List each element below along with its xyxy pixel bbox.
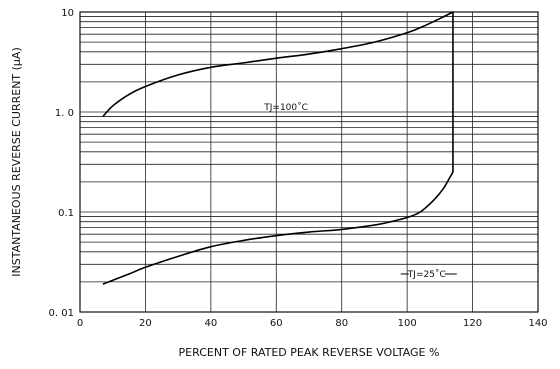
series-line [102, 171, 454, 285]
series-layer [102, 11, 454, 285]
x-tick-label: 60 [270, 318, 283, 329]
x-tick-label: 80 [335, 318, 348, 329]
x-tick-label: 40 [204, 318, 217, 329]
x-tick-label: 20 [139, 318, 152, 329]
y-tick-label: 0. 01 [49, 308, 74, 319]
grid [80, 12, 538, 312]
plot-frame [79, 11, 539, 313]
y-tick-label: 0.1 [58, 208, 74, 219]
series-line [102, 11, 454, 118]
y-tick-label: 10 [61, 8, 74, 19]
annotation-layer: TJ=100˚C TJ=25˚C [263, 102, 457, 280]
y-tick-labels: 0. 01 0.1 1. 0 10 [49, 8, 74, 319]
x-tick-label: 0 [77, 318, 83, 329]
y-axis-label: INSTANTANEOUS REVERSE CURRENT (µA) [10, 47, 23, 277]
x-tick-label: 120 [463, 318, 482, 329]
y-tick-label: 1. 0 [55, 108, 74, 119]
x-tick-label: 100 [398, 318, 417, 329]
annotation-label: TJ=100˚C [263, 102, 308, 113]
x-tick-labels: 0 20 40 60 80 100 120 140 [77, 318, 548, 329]
x-axis-label: PERCENT OF RATED PEAK REVERSE VOLTAGE % [179, 346, 440, 359]
x-tick-label: 140 [528, 318, 547, 329]
annotation-label: TJ=25˚C [407, 269, 446, 280]
